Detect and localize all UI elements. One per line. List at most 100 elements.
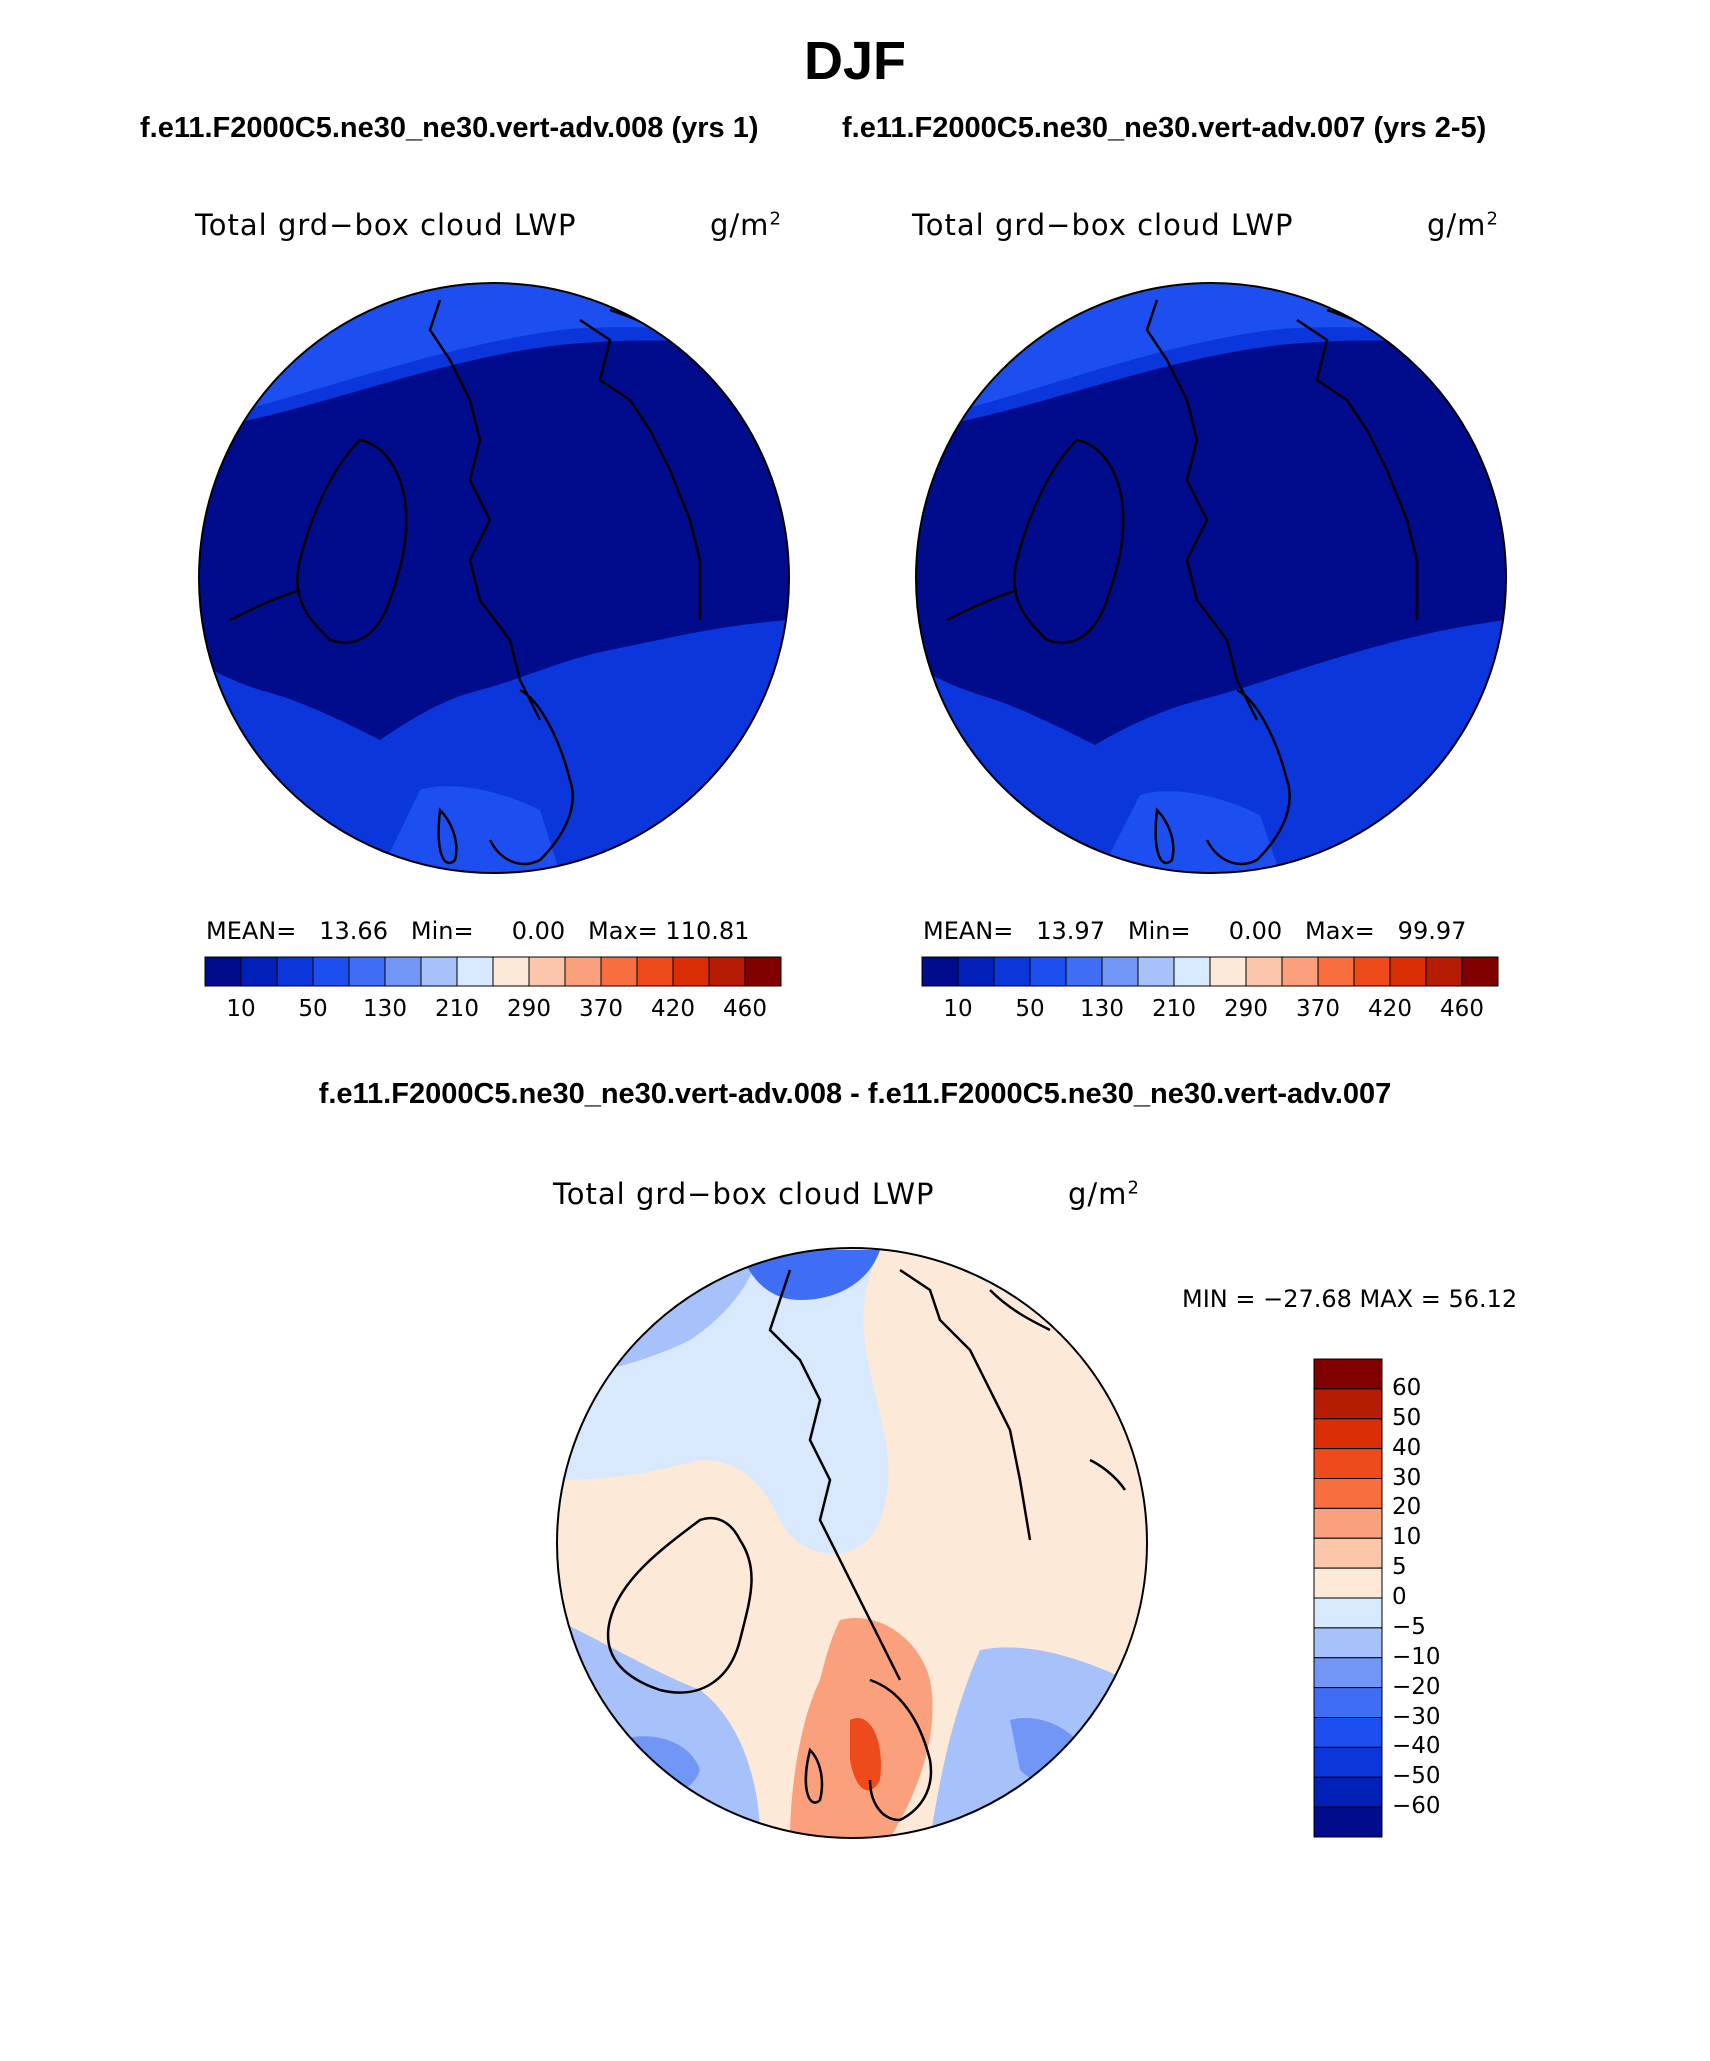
- right-colorbar-tick-label: 130: [1080, 996, 1124, 1022]
- left-panel-stats: MEAN= 13.66 Min= 0.00 Max= 110.81: [206, 917, 750, 945]
- right-map-boundary: [915, 282, 1507, 874]
- left-colorbar-segment: [312, 956, 350, 987]
- right-colorbar-segment: [1029, 956, 1067, 987]
- right-panel-stats: MEAN= 13.97 Min= 0.00 Max= 99.97: [923, 917, 1467, 945]
- page-title: DJF: [803, 31, 906, 91]
- right-colorbar-segment: [1245, 956, 1283, 987]
- right-colorbar-tick-label: 460: [1440, 996, 1484, 1022]
- difference-colorbar-tick-label: −50: [1392, 1763, 1441, 1790]
- difference-colorbar-tick-label: −5: [1392, 1613, 1426, 1640]
- left-colorbar-segment: [708, 956, 746, 987]
- left-colorbar-segment: [456, 956, 494, 987]
- left-panel-variable-label: Total grd−box cloud LWP: [195, 208, 577, 242]
- coastlines: [229, 299, 702, 866]
- right-colorbar-segment: [993, 956, 1031, 987]
- difference-colorbar-segment: [1313, 1388, 1383, 1420]
- difference-colorbar-segment: [1313, 1657, 1383, 1689]
- difference-colorbar: [1313, 1358, 1383, 1838]
- left-colorbar-segment: [636, 956, 674, 987]
- left-colorbar-segment: [600, 956, 638, 987]
- left-panel-case-caption: f.e11.F2000C5.ne30_ne30.vert-adv.008 (yr…: [140, 112, 759, 144]
- difference-colorbar-tick-label: 0: [1392, 1584, 1407, 1610]
- right-colorbar-tick-label: 420: [1368, 996, 1412, 1022]
- left-colorbar-segment: [204, 956, 242, 987]
- left-colorbar-segment: [492, 956, 530, 987]
- difference-colorbar-segment: [1313, 1478, 1383, 1509]
- right-colorbar-tick-label: 290: [1224, 996, 1268, 1022]
- difference-colorbar-tick-label: 60: [1392, 1374, 1422, 1401]
- difference-colorbar-segment: [1313, 1717, 1383, 1748]
- coastlines: [606, 1268, 1127, 1822]
- left-colorbar-segment: [420, 956, 458, 987]
- difference-colorbar-segment: [1313, 1627, 1383, 1659]
- left-colorbar-segment: [744, 956, 782, 987]
- difference-colorbar-segment: [1313, 1776, 1383, 1808]
- left-colorbar-tick-label: 10: [226, 996, 256, 1022]
- left-colorbar-segment: [672, 956, 710, 987]
- map-fill-bright-blue-south: [1100, 791, 1280, 873]
- right-panel-case-caption: f.e11.F2000C5.ne30_ne30.vert-adv.007 (yr…: [842, 112, 1487, 144]
- difference-colorbar-segment: [1313, 1806, 1383, 1838]
- left-colorbar-tick-label: 460: [723, 996, 767, 1022]
- right-colorbar-segment: [1065, 956, 1103, 987]
- difference-colorbar-segment: [1313, 1537, 1383, 1569]
- left-colorbar-tick-label: 210: [435, 996, 479, 1022]
- map-fill-red: [850, 1718, 881, 1791]
- left-colorbar-segment: [384, 956, 422, 987]
- right-colorbar-segment: [1317, 956, 1355, 987]
- difference-colorbar-tick-label: 5: [1392, 1554, 1407, 1581]
- right-colorbar-segment: [1137, 956, 1175, 987]
- difference-colorbar-tick-label: −10: [1392, 1643, 1441, 1670]
- left-colorbar-segment: [276, 956, 314, 987]
- difference-colorbar-tick-label: −20: [1392, 1673, 1441, 1700]
- difference-colorbar-segment: [1313, 1507, 1383, 1539]
- difference-colorbar-tick-label: 40: [1392, 1434, 1422, 1461]
- right-colorbar-segment: [921, 956, 959, 987]
- difference-colorbar-tick-label: 50: [1392, 1404, 1422, 1431]
- right-panel-units-label: g/m2: [1427, 208, 1499, 242]
- right-colorbar-tick-label: 50: [1015, 996, 1045, 1022]
- difference-colorbar-segment: [1313, 1567, 1383, 1599]
- left-colorbar-tick-label: 50: [298, 996, 328, 1022]
- left-polar-map: [199, 283, 789, 873]
- right-panel-variable-label: Total grd−box cloud LWP: [912, 208, 1294, 242]
- difference-colorbar-tick-label: −40: [1392, 1733, 1441, 1760]
- map-fill-bright-blue-south: [380, 786, 560, 873]
- difference-colorbar-segment: [1313, 1418, 1383, 1450]
- right-colorbar-segment: [1281, 956, 1319, 987]
- left-panel-units-label: g/m2: [710, 208, 782, 242]
- difference-case-caption: f.e11.F2000C5.ne30_ne30.vert-adv.008 - f…: [318, 1078, 1392, 1110]
- right-colorbar-segment: [1461, 956, 1499, 987]
- difference-polar-map: [557, 1248, 1147, 1838]
- difference-colorbar-segment: [1313, 1597, 1383, 1629]
- left-panel-colorbar: [204, 956, 782, 987]
- left-colorbar-tick-label: 370: [579, 996, 623, 1022]
- difference-colorbar-tick-label: 20: [1392, 1494, 1422, 1521]
- right-colorbar-segment: [1209, 956, 1247, 987]
- left-colorbar-tick-label: 420: [651, 996, 695, 1022]
- diff-panel-variable-label: Total grd−box cloud LWP: [553, 1177, 935, 1211]
- right-colorbar-segment: [1101, 956, 1139, 987]
- difference-colorbar-segment: [1313, 1448, 1383, 1479]
- map-fill-deep-blue: [199, 340, 789, 740]
- difference-colorbar-tick-label: −30: [1392, 1703, 1441, 1730]
- right-colorbar-tick-label: 10: [943, 996, 973, 1022]
- right-colorbar-tick-label: 210: [1152, 996, 1196, 1022]
- difference-colorbar-segment: [1313, 1746, 1383, 1778]
- right-colorbar-segment: [1353, 956, 1391, 987]
- map-fill-blue-b: [740, 1250, 880, 1300]
- diff-panel-units-label: g/m2: [1068, 1177, 1140, 1211]
- difference-colorbar-segment: [1313, 1358, 1383, 1390]
- right-panel-colorbar: [921, 956, 1499, 987]
- left-colorbar-segment: [348, 956, 386, 987]
- right-colorbar-tick-label: 370: [1296, 996, 1340, 1022]
- right-colorbar-segment: [1173, 956, 1211, 987]
- difference-colorbar-tick-label: −60: [1392, 1793, 1441, 1820]
- difference-colorbar-segment: [1313, 1687, 1383, 1718]
- difference-map-boundary: [556, 1247, 1148, 1839]
- left-colorbar-segment: [564, 956, 602, 987]
- diff-range-label: MIN = −27.68 MAX = 56.12: [1182, 1285, 1518, 1313]
- right-colorbar-segment: [1389, 956, 1427, 987]
- left-colorbar-tick-label: 130: [363, 996, 407, 1022]
